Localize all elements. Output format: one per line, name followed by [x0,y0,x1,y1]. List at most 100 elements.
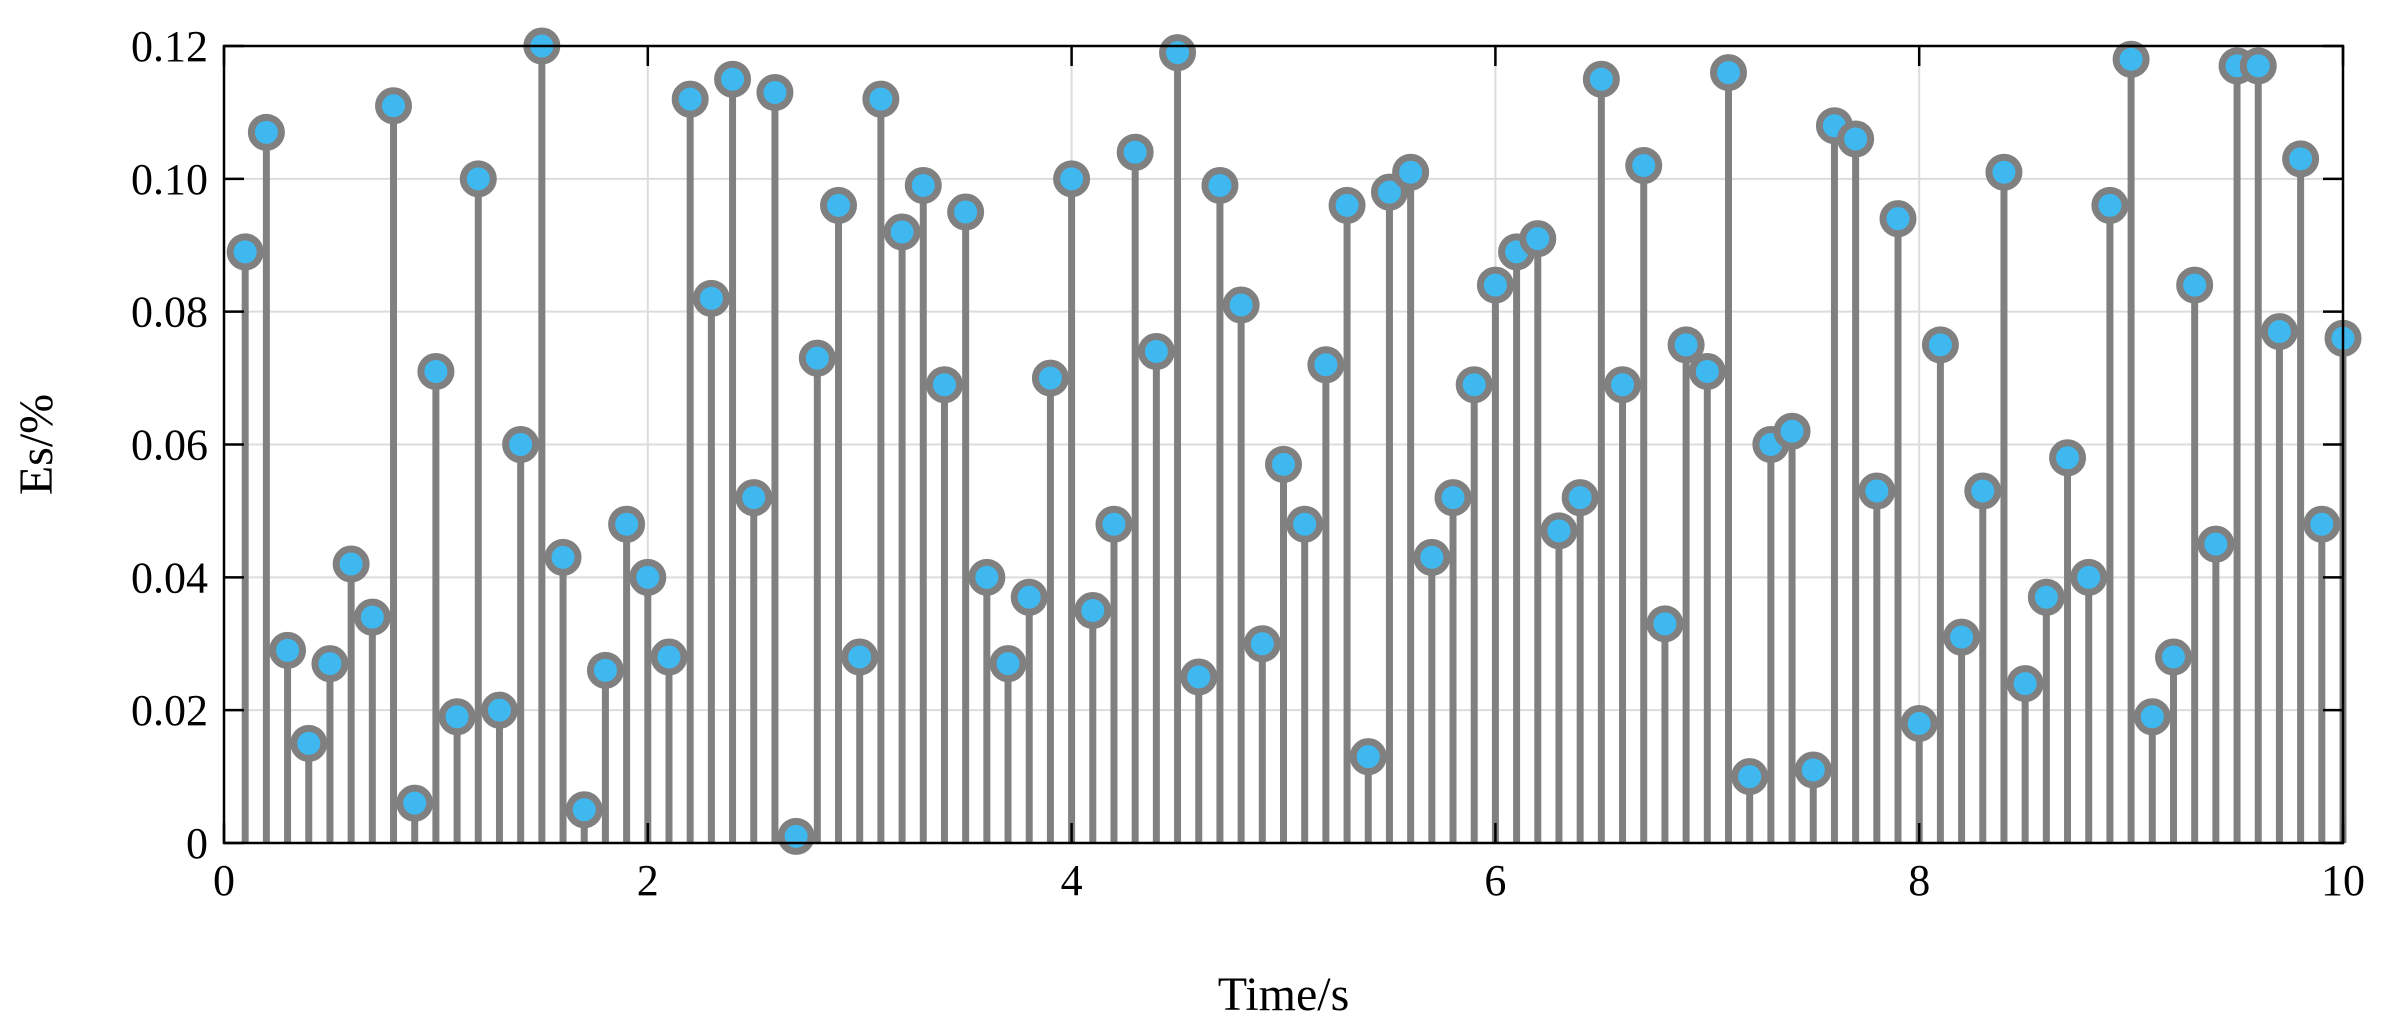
stem-marker [1943,618,1981,656]
stem-marker [1561,479,1599,517]
stem-marker [2303,505,2341,543]
stem-marker [756,73,794,111]
stem-marker [2091,186,2129,224]
x-axis-label: Time/s [1218,968,1350,1021]
stem-marker [883,213,921,251]
stem-marker [735,479,773,517]
stem-marker [1731,758,1769,796]
stem-marker [1921,326,1959,364]
stem-marker [2282,140,2320,178]
stem-marker [2197,525,2235,563]
stem-marker [2049,439,2087,477]
y-tick-labels: 0 0.02 0.04 0.06 0.08 0.10 0.12 [131,22,208,868]
stem-marker [1053,160,1091,198]
y-tick-label: 0.06 [131,421,208,470]
stem-marker [820,186,858,224]
stem-marker [2176,266,2214,304]
stem-marker [2027,578,2065,616]
stem-marker [629,558,667,596]
stem-marker [1688,352,1726,390]
stem-marker [841,638,879,676]
stem-marker [480,691,518,729]
stem-marker [1010,578,1048,616]
markers-layer [226,27,2362,855]
stem-marker [417,352,455,390]
stem-marker [608,505,646,543]
stem-marker [1116,133,1154,171]
stem-marker [1858,472,1896,510]
stem-marker [1646,605,1684,643]
stem-marker [353,598,391,636]
stem-marker [1243,625,1281,663]
stem-marker [1413,538,1451,576]
x-tick-label: 10 [2321,856,2365,905]
stem-marker [332,545,370,583]
stem-marker [2112,40,2150,78]
stem-marker [1625,147,1663,185]
stem-marker [1519,220,1557,258]
stem-marker [1837,120,1875,158]
x-tick-label: 6 [1484,856,1506,905]
stem-marker [2154,638,2192,676]
x-tick-label: 0 [213,856,235,905]
stem-marker [1031,359,1069,397]
stem-marker [1476,266,1514,304]
x-tick-labels: 0 2 4 6 8 10 [213,856,2365,905]
stem-marker [269,631,307,669]
stem-marker [1582,60,1620,98]
stem-marker [1265,445,1302,483]
stem-marker [968,558,1006,596]
stems-layer [241,46,2347,843]
stem-marker [1074,592,1112,630]
x-tick-label: 8 [1908,856,1930,905]
stem-marker [2133,698,2171,736]
y-tick-label: 0.04 [131,553,208,602]
stem-marker [375,87,413,125]
y-axis-label: Es/% [10,394,63,495]
stem-marker [798,339,836,377]
stem-marker [1137,333,1175,371]
stem-marker [1540,512,1578,550]
y-tick-label: 0.08 [131,288,208,337]
stem-marker [777,817,815,855]
stem-marker [438,698,476,736]
y-tick-label: 0.12 [131,22,208,71]
y-tick-label: 0.02 [131,686,208,735]
stem-marker [290,724,328,762]
stem-marker [1985,153,2023,191]
stem-marker [2070,558,2108,596]
stem-marker [1349,738,1387,776]
x-tick-label: 2 [637,856,659,905]
stem-marker [1900,704,1938,742]
stem-marker [247,113,285,151]
stem-marker [396,784,434,822]
stem-marker [650,638,688,676]
stem-marker [1794,751,1832,789]
stem-marker [2006,665,2044,703]
stem-marker [1455,366,1493,404]
stem-marker [2260,313,2298,351]
y-tick-label: 0 [186,819,208,868]
stem-marker [1773,412,1811,450]
stem-marker [1604,366,1642,404]
stem-marker [1964,472,2002,510]
ticks-layer [222,44,2345,845]
stem-marker [2239,47,2277,85]
stem-marker [226,233,264,271]
stem-marker [1095,505,1133,543]
stem-marker [692,279,730,317]
stem-marker [1159,34,1197,72]
stem-marker [565,791,603,829]
stem-marker [1392,153,1430,191]
stem-marker [502,426,540,463]
stem-marker [989,645,1027,683]
stem-marker [671,80,709,118]
stem-marker [1328,186,1366,224]
stem-marker [544,538,582,576]
stem-marker [862,80,900,118]
stem-marker [1434,479,1472,517]
stem-marker [1201,166,1239,204]
y-tick-label: 0.10 [131,155,208,204]
